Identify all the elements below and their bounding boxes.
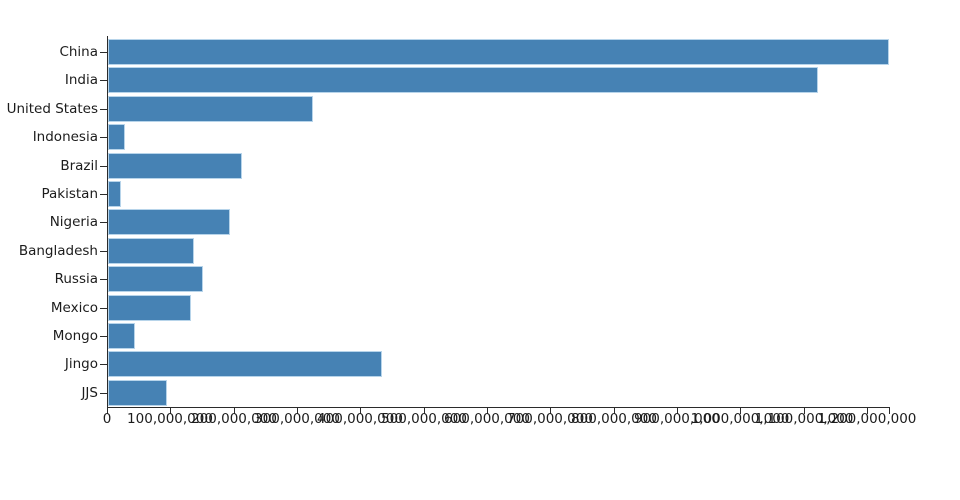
y-axis-tick: [100, 166, 107, 167]
x-axis-tick-label: 700,000,000: [507, 411, 593, 427]
y-axis-label: India: [64, 72, 98, 89]
x-axis-tick-label: 200,000,000: [191, 411, 277, 427]
x-axis-tick-label: 100,000,000: [127, 411, 213, 427]
y-axis-tick: [100, 364, 107, 365]
y-axis-label: United States: [6, 100, 98, 117]
bar-russia: [108, 266, 203, 293]
x-axis-tick-label: 400,000,000: [317, 411, 403, 427]
y-axis-label: Russia: [54, 271, 98, 288]
bar-china: [108, 39, 889, 65]
x-axis-line: [107, 407, 890, 408]
bar-mongo: [108, 323, 135, 349]
y-axis-label: Pakistan: [41, 186, 98, 202]
x-axis-tick-label: 1,000,000,000: [690, 411, 790, 427]
x-axis-tick-label: 1,100,000,000: [754, 411, 854, 427]
bar-united-states: [108, 95, 313, 122]
y-axis-label: Mexico: [50, 299, 98, 316]
x-axis-tick: [107, 408, 108, 414]
bar-brazil: [108, 152, 242, 179]
y-axis-label: Indonesia: [32, 129, 98, 146]
x-axis-tick: [740, 408, 741, 414]
x-axis-tick-label: 600,000,000: [444, 411, 530, 427]
y-axis-tick: [100, 80, 107, 81]
y-axis-label: Jingo: [64, 356, 98, 373]
bar-indonesia: [108, 124, 125, 151]
x-axis-tick-label: 500,000,000: [381, 411, 467, 427]
bar-bangladesh: [108, 237, 194, 264]
y-axis-tick: [100, 52, 107, 53]
x-axis-tick: [170, 408, 171, 414]
bar-pakistan: [108, 181, 121, 207]
x-axis-tick: [677, 408, 678, 414]
y-axis-label: JJS: [81, 384, 98, 401]
bar-nigeria: [108, 209, 230, 236]
x-axis-tick: [804, 408, 805, 414]
y-axis-line: [107, 36, 108, 408]
y-axis-tick: [100, 109, 107, 110]
x-axis-tick-label: 0: [102, 411, 112, 427]
y-axis-tick: [100, 222, 107, 223]
y-axis-tick: [100, 336, 107, 337]
x-axis-tick: [424, 408, 425, 414]
y-axis-label: Nigeria: [49, 214, 98, 231]
y-axis-label: Brazil: [60, 157, 98, 174]
y-axis-tick: [100, 308, 107, 309]
y-axis-tick: [100, 279, 107, 280]
bar-india: [108, 67, 818, 94]
x-axis-tick-label: 900,000,000: [634, 411, 720, 427]
bar-jingo: [108, 351, 382, 378]
x-axis-tick: [614, 408, 615, 414]
x-axis-tick-label: 1,200,000,000: [817, 411, 917, 427]
x-axis-tick: [550, 408, 551, 414]
x-axis-tick: [234, 408, 235, 414]
x-axis-tick: [867, 408, 868, 414]
y-axis-label: Bangladesh: [18, 242, 98, 259]
y-axis-tick: [100, 137, 107, 138]
y-axis-tick: [100, 251, 107, 252]
y-axis-tick: [100, 194, 107, 195]
y-axis-label: Mongo: [52, 328, 98, 344]
x-axis-tick-label: 800,000,000: [571, 411, 657, 427]
bar-jjs: [108, 379, 167, 406]
x-axis-tick-label: 300,000,000: [254, 411, 340, 427]
bar-mexico: [108, 294, 191, 321]
y-axis-label: China: [59, 44, 98, 60]
x-axis-tick: [487, 408, 488, 414]
y-axis-tick: [100, 393, 107, 394]
x-axis-tick: [297, 408, 298, 414]
x-axis-tick: [360, 408, 361, 414]
x-axis-endcap: [889, 407, 890, 414]
